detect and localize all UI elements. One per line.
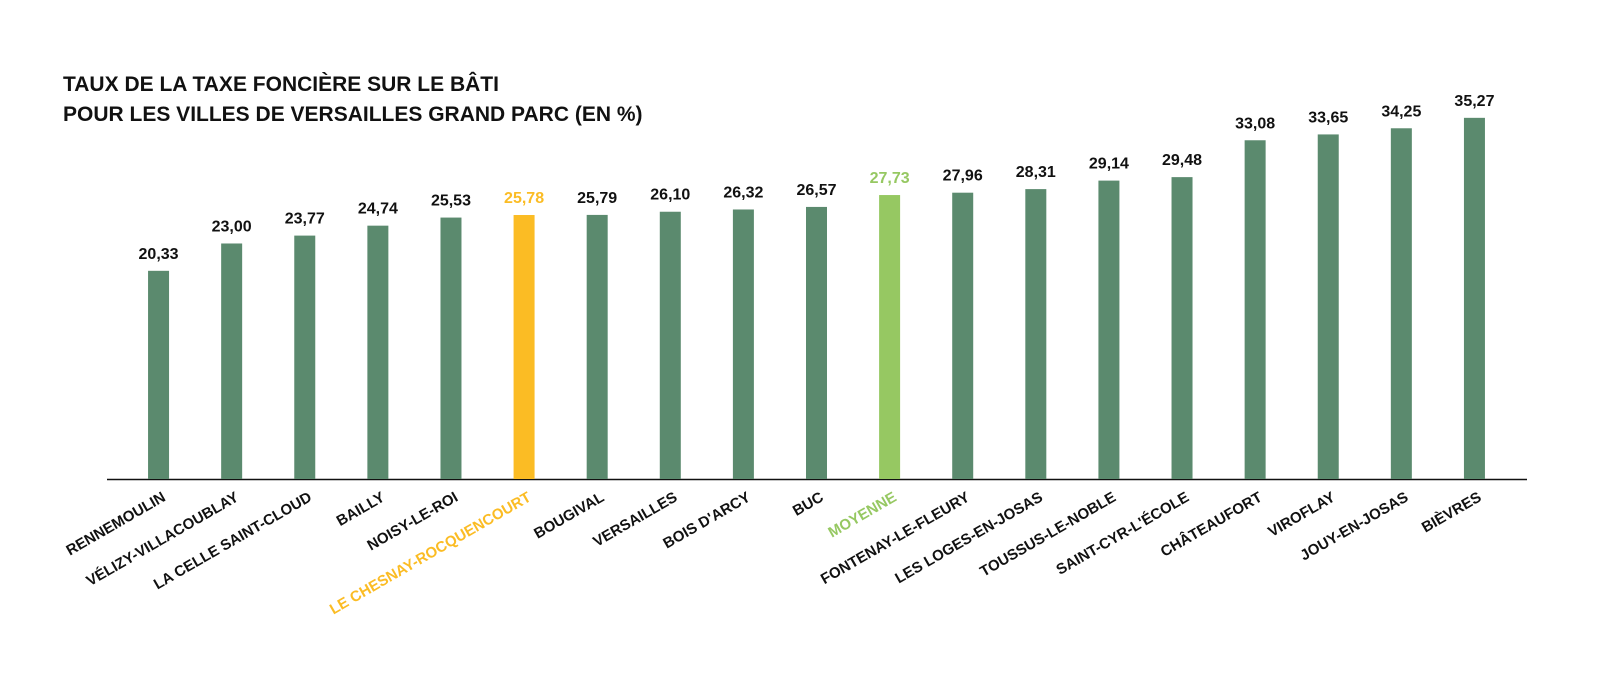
bar <box>1025 189 1047 480</box>
x-tick-label: BUC <box>790 489 827 520</box>
value-label: 33,08 <box>1235 115 1275 132</box>
value-label: 23,00 <box>212 218 252 235</box>
bar <box>294 235 316 479</box>
value-label: 35,27 <box>1454 93 1494 110</box>
bar <box>1390 128 1412 479</box>
bar <box>1171 177 1193 479</box>
value-label: 24,74 <box>358 201 398 218</box>
value-label: 27,96 <box>943 168 983 185</box>
value-label: 25,79 <box>577 190 617 207</box>
chart-title: TAUX DE LA TAXE FONCIÈRE SUR LE BÂTI <box>63 72 499 96</box>
bar <box>1463 117 1485 479</box>
value-label: 26,57 <box>796 182 836 199</box>
bar <box>806 206 827 479</box>
value-label: 33,65 <box>1308 109 1348 126</box>
bar <box>367 225 389 479</box>
bar <box>1098 180 1120 480</box>
bar <box>659 211 681 479</box>
x-tick-label: BIÈVRES <box>1419 489 1485 537</box>
value-label: 29,48 <box>1162 152 1202 169</box>
bar <box>513 215 535 479</box>
bar <box>732 209 754 479</box>
bar <box>1317 134 1339 479</box>
value-label: 29,14 <box>1089 156 1129 173</box>
value-label: 20,33 <box>139 246 179 263</box>
value-label: 25,53 <box>431 193 471 210</box>
value-label: 27,73 <box>870 170 910 187</box>
value-label: 23,77 <box>285 211 325 228</box>
value-label: 28,31 <box>1016 164 1056 181</box>
value-label: 26,32 <box>723 184 763 201</box>
bar <box>586 214 608 479</box>
bar <box>879 195 901 479</box>
bar <box>221 243 243 479</box>
bar <box>440 217 462 479</box>
bar <box>952 192 974 479</box>
bar <box>148 270 170 479</box>
value-label: 26,10 <box>650 187 690 204</box>
x-tick-label: BAILLY <box>334 489 388 530</box>
bar <box>1244 140 1266 479</box>
x-tick-label: TOUSSUS-LE-NOBLE <box>977 489 1119 581</box>
x-tick-label: SAINT-CYR-L'ÉCOLE <box>1053 489 1192 579</box>
value-label: 34,25 <box>1381 103 1421 120</box>
chart-title: POUR LES VILLES DE VERSAILLES GRAND PARC… <box>63 103 643 126</box>
value-label: 25,78 <box>504 190 544 207</box>
